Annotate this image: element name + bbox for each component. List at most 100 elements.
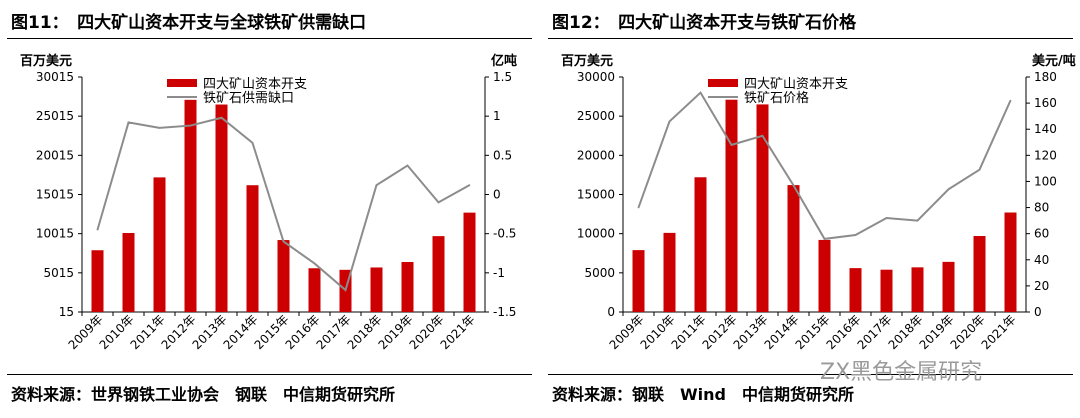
line-point [699,91,702,94]
line-point [313,262,316,265]
right-tick-label: 180 [1034,70,1057,84]
legend-bar-label: 四大矿山资本开支 [203,77,307,92]
left-tick-label: 5000 [584,266,615,280]
capex-bar [463,212,476,312]
left-tick-label: 20015 [36,148,74,162]
right-tick-label: 100 [1034,174,1057,188]
line-point [916,219,919,222]
left-tick-label: 30000 [577,70,615,84]
chart-source: 资料来源：世界钢铁工业协会 钢联 中信期货研究所 [11,385,396,404]
capex-bar [942,261,955,312]
legend-bar-swatch [708,79,738,87]
left-tick-label: 25015 [36,109,74,123]
capex-bar [308,268,321,312]
left-tick-label: 25000 [577,109,615,123]
right-tick-label: 0.5 [493,148,512,162]
title-divider [548,38,1073,39]
right-tick-label: -0.5 [493,227,516,241]
capex-bar [694,177,707,312]
right-axis-unit: 亿吨 [491,53,517,69]
line-point [251,142,254,144]
line-point [96,228,99,231]
capex-bar [91,250,104,312]
right-tick-label: 140 [1034,122,1057,136]
capex-bar [911,267,924,312]
source-divider [7,374,532,375]
left-tick-label: 10000 [577,227,615,241]
capex-bar [401,261,414,312]
capex-bar [632,250,645,312]
line-point [792,184,795,187]
line-series-path [637,91,1012,240]
chart-title: 图11： 四大矿山资本开支与全球铁矿供需缺口 [11,13,367,33]
line-point [854,234,857,236]
legend-line-label: 铁矿石供需缺口 [203,91,294,106]
left-tick-label: 15 [59,305,74,319]
line-point [730,144,733,146]
right-tick-label: 20 [1034,279,1049,293]
capex-bar [122,233,135,312]
left-axis-unit: 百万美元 [20,53,72,69]
capex-bar [787,185,800,312]
line-point [1009,99,1012,102]
left-tick-label: 15015 [36,188,74,202]
line-point [158,127,161,129]
capex-bar [756,104,769,313]
capex-bar [849,268,862,312]
line-point [761,134,764,137]
watermark-text: ZX黑色金属研究 [820,360,983,385]
line-point [375,184,378,186]
right-tick-label: 1 [493,109,501,123]
capex-bar [246,185,259,312]
source-divider [548,374,1073,375]
capex-bar [153,177,166,312]
right-tick-label: 1.5 [493,70,512,84]
line-point [885,217,888,219]
left-axis-unit: 百万美元 [561,53,613,69]
capex-bar [215,104,228,312]
right-tick-label: 0 [493,188,501,202]
left-tick-label: 5015 [43,266,74,280]
capex-bar [1004,212,1017,312]
right-tick-label: 0 [1034,305,1042,319]
line-point [978,168,981,171]
right-tick-label: 80 [1034,201,1049,215]
line-point [344,289,347,291]
legend-bar-label: 四大矿山资本开支 [744,77,848,92]
capex-bar [725,99,738,312]
chart-panel-capex-price: 图12： 四大矿山资本开支与铁矿石价格 30000 25000 20000 15000… [548,0,1078,418]
capex-bar [880,269,893,312]
line-point [668,120,671,123]
chart-source: 资料来源：钢联 Wind 中信期货研究所 [552,385,854,404]
right-tick-label: 160 [1034,96,1057,110]
right-tick-label: -1 [493,266,505,280]
capex-bar [432,236,445,312]
title-divider [7,38,532,39]
line-point [823,238,826,240]
capex-bar [370,267,383,312]
chart-panel-capex-gap: 图11： 四大矿山资本开支与全球铁矿供需缺口 30015 25015 20015 15… [7,0,537,418]
legend-bar-swatch [167,79,197,87]
line-point [127,121,130,124]
left-tick-label: 15000 [577,188,615,202]
capex-bar [818,239,831,312]
capex-bar [663,232,676,312]
right-tick-label: -1.5 [493,305,516,319]
left-tick-label: 10015 [36,227,74,241]
left-tick-label: 0 [607,305,615,319]
capex-vs-price-chart: 30000 25000 20000 15000 10000 5000 0 180 160 140 1… [561,53,1076,352]
line-point [189,124,192,127]
capex-bar [277,240,290,312]
capex-bar [184,99,197,312]
right-tick-label: 120 [1034,148,1057,162]
line-point [437,201,440,204]
line-point [637,206,640,209]
legend-line-label: 铁矿石价格 [744,90,809,106]
chart-title: 图12： 四大矿山资本开支与铁矿石价格 [552,13,857,33]
left-tick-label: 30015 [36,70,74,84]
x-tick-label: 2021年 [438,312,478,352]
x-tick-label: 2021年 [979,312,1019,352]
capex-bar [973,236,986,312]
capex-vs-gap-chart: 30015 25015 20015 15015 10015 5015 15 1.5 1 0.5 0 -… [20,53,517,352]
line-point [947,188,950,191]
